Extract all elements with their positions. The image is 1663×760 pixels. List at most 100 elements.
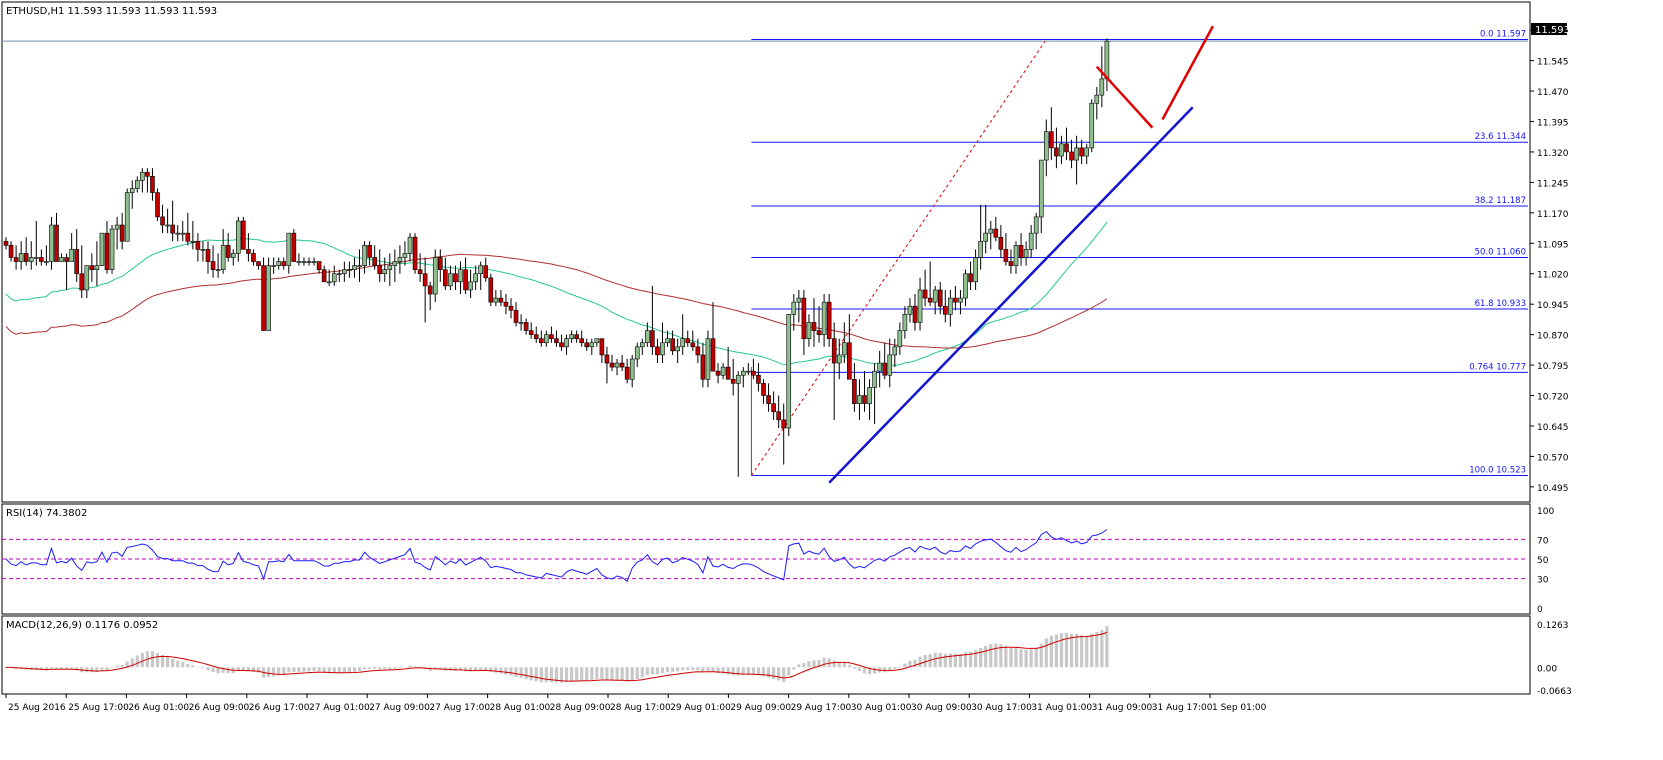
candle-body xyxy=(326,281,332,284)
candle-body xyxy=(498,297,504,303)
candle-body xyxy=(180,232,186,235)
candle-body xyxy=(135,180,140,189)
candle-body xyxy=(357,265,362,267)
macd-histogram-bar xyxy=(837,661,841,668)
candle-body xyxy=(1033,216,1039,234)
candle-body xyxy=(887,354,893,376)
macd-histogram-bar xyxy=(95,667,99,673)
time-tick-label: 28 Aug 17:00 xyxy=(610,703,671,713)
candle-body xyxy=(493,297,499,303)
candle-body xyxy=(554,338,559,344)
fib-level-label: 61.8 10.933 xyxy=(1475,299,1526,309)
support-trendline[interactable] xyxy=(828,106,1194,484)
macd-histogram-bar xyxy=(898,666,902,668)
candle-body xyxy=(579,338,585,344)
candle-body xyxy=(412,236,418,270)
candle-body xyxy=(377,265,383,275)
candle-body xyxy=(271,265,276,267)
candle-body xyxy=(538,338,544,344)
macd-histogram-bar xyxy=(1085,635,1089,668)
macd-pane[interactable]: MACD(12,26,9) 0.1176 0.0952 xyxy=(1,615,1531,695)
candle-body xyxy=(458,269,463,283)
candle-body xyxy=(624,366,630,380)
macd-histogram-bar xyxy=(751,667,755,675)
candle-body xyxy=(64,257,69,262)
rsi-pane[interactable]: RSI(14) 74.3802 xyxy=(1,503,1531,615)
macd-histogram-bar xyxy=(524,667,528,680)
macd-label: MACD(12,26,9) 0.1176 0.0952 xyxy=(6,620,158,631)
candle-body xyxy=(54,224,59,262)
macd-histogram-bar xyxy=(564,667,569,683)
candle-body xyxy=(1074,147,1079,161)
candle-body xyxy=(968,273,973,283)
candle-body xyxy=(39,257,44,262)
candle-body xyxy=(932,289,938,303)
macd-histogram-bar xyxy=(1069,633,1074,668)
macd-histogram-bar xyxy=(807,661,811,668)
time-tick-label: 29 Aug 17:00 xyxy=(791,703,852,713)
rsi-label: RSI(14) 74.3802 xyxy=(6,508,87,519)
macd-histogram-bar xyxy=(681,667,685,671)
macd-histogram-bar xyxy=(115,665,119,668)
candle-body xyxy=(437,257,443,270)
forecast-line[interactable] xyxy=(1095,65,1154,129)
candle-body xyxy=(988,228,994,234)
candle-body xyxy=(286,232,292,266)
candlesticks xyxy=(3,38,1110,477)
candle-body xyxy=(1049,131,1054,149)
candle-body xyxy=(301,261,307,263)
macd-histogram-bar xyxy=(645,667,649,676)
candle-body xyxy=(599,338,605,356)
candle-body xyxy=(528,330,534,335)
macd-histogram-bar xyxy=(761,667,766,677)
candle-body xyxy=(13,257,19,262)
macd-histogram-bar xyxy=(292,667,296,673)
macd-histogram-bar xyxy=(686,667,690,671)
macd-histogram-bar xyxy=(474,667,478,672)
macd-histogram-bar xyxy=(216,667,220,674)
candle-body xyxy=(488,277,494,303)
candle-body xyxy=(1018,245,1024,258)
macd-histogram-bar xyxy=(489,667,493,672)
macd-histogram-bar xyxy=(741,667,745,676)
macd-histogram-bar xyxy=(1075,634,1079,668)
candle-body xyxy=(503,301,509,307)
macd-histogram-bar xyxy=(756,667,761,676)
macd-histogram-bar xyxy=(307,667,311,672)
macd-histogram-bar xyxy=(671,667,675,672)
time-tick-label: 31 Aug 17:00 xyxy=(1152,703,1213,713)
macd-histogram-bar xyxy=(1039,643,1043,668)
candle-body xyxy=(331,273,337,283)
price-tick-label: 10.945 xyxy=(1537,301,1569,311)
candle-body xyxy=(993,228,999,238)
candle-body xyxy=(1054,147,1059,157)
candle-body xyxy=(1094,94,1100,104)
macd-histogram-bar xyxy=(974,650,978,668)
main-price-pane[interactable]: ETHUSD,H1 11.593 11.593 11.593 11.593 0.… xyxy=(1,1,1531,503)
rsi-axis-label: 100 xyxy=(1537,507,1554,517)
macd-histogram-bar xyxy=(201,667,205,669)
candle-body xyxy=(836,354,842,364)
candle-body xyxy=(119,224,125,242)
fibonacci-retracement[interactable]: 0.0 11.597 23.6 11.344 38.2 11.187 50.0 11.… xyxy=(2,30,1528,476)
macd-histogram-bar xyxy=(817,659,821,668)
time-tick-label: 25 Aug 17:00 xyxy=(68,703,129,713)
macd-histogram-bar xyxy=(383,667,387,670)
time-tick-label: 30 Aug 09:00 xyxy=(911,703,972,713)
macd-histogram-bar xyxy=(160,655,165,668)
macd-histogram-bar xyxy=(241,667,245,671)
candle-body xyxy=(342,269,347,275)
macd-histogram-bar xyxy=(953,653,957,668)
trend-drawings[interactable] xyxy=(828,25,1215,484)
macd-histogram-bar xyxy=(1014,647,1018,668)
macd-histogram-bar xyxy=(736,667,740,676)
forecast-line[interactable] xyxy=(1161,25,1215,121)
macd-histogram-bar xyxy=(676,667,680,672)
macd-histogram-bar xyxy=(847,664,851,668)
macd-histogram-bar xyxy=(1049,635,1053,668)
rsi-axis-label: 0 xyxy=(1537,605,1543,615)
macd-histogram-bar xyxy=(888,667,892,671)
candle-body xyxy=(811,322,817,331)
macd-histogram-bar xyxy=(287,667,291,673)
